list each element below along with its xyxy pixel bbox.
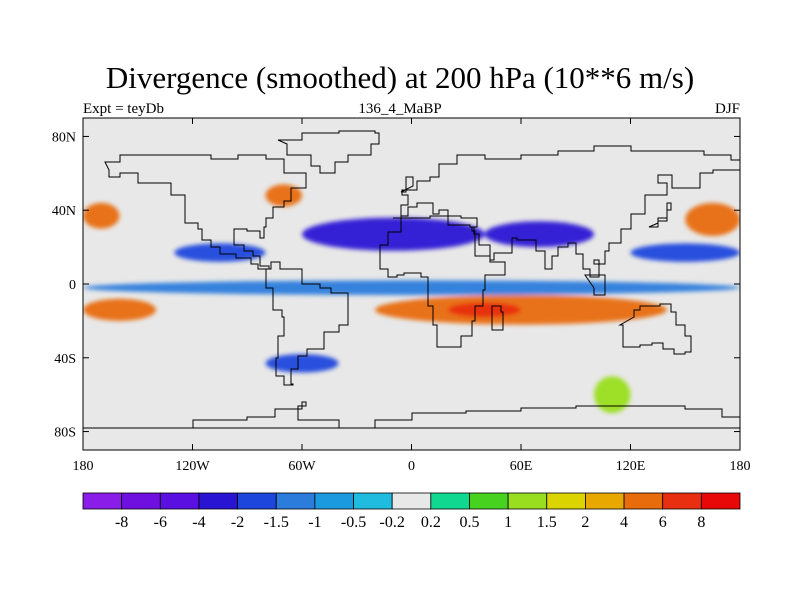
coastline-9 — [584, 274, 606, 296]
colorbar-box-13 — [585, 492, 625, 510]
field-feature-4 — [630, 243, 740, 262]
field-feature-5 — [265, 354, 339, 373]
colorbar-box-16 — [700, 492, 741, 510]
colorbar-box-3 — [198, 492, 238, 510]
colorbar: -8 -6 -4 -2 -1.5 -1 -0.5 -0.2 0.2 0.5 1 1.5 2 4 6 8 — [82, 492, 741, 531]
coastline-2 — [379, 215, 506, 348]
field-feature-3 — [484, 221, 594, 248]
field-feature-11 — [265, 184, 302, 207]
coastline-3 — [618, 303, 692, 355]
colorbar-box-4 — [237, 492, 277, 510]
colorbar-label-2: -4 — [192, 514, 205, 531]
coastline-7 — [400, 176, 414, 193]
x-tick-label-2: 60W — [288, 459, 316, 474]
colorbar-label-13: 4 — [620, 514, 628, 531]
x-tick-label-1: 120W — [175, 459, 210, 474]
colorbar-label-15: 8 — [697, 514, 705, 531]
x-tick-label-4: 60E — [510, 459, 533, 474]
colorbar-label-6: -0.5 — [341, 514, 366, 531]
continent-outlines — [83, 130, 740, 429]
coastline-8 — [648, 202, 672, 228]
field-feature-12 — [594, 376, 631, 414]
colorbar-box-15 — [662, 492, 702, 510]
colorbar-box-9 — [430, 492, 470, 510]
colorbar-box-10 — [469, 492, 509, 510]
colorbar-box-11 — [507, 492, 548, 510]
colorbar-box-6 — [314, 492, 354, 510]
field-feature-9 — [685, 202, 740, 237]
coastline-1 — [393, 145, 740, 278]
colorbar-box-0 — [82, 492, 123, 510]
field-feature-8 — [83, 298, 156, 321]
map-plot-area — [82, 117, 741, 451]
colorbar-label-7: -0.2 — [380, 514, 405, 531]
season-label: DJF — [714, 101, 740, 117]
divergence-field — [83, 184, 740, 414]
x-tick-label-6: 180 — [730, 459, 751, 474]
field-feature-7 — [448, 302, 521, 318]
colorbar-box-2 — [159, 492, 200, 510]
colorbar-label-10: 1 — [504, 514, 512, 531]
colorbar-label-14: 6 — [659, 514, 667, 531]
colorbar-box-7 — [353, 492, 393, 510]
colorbar-label-0: -8 — [115, 514, 128, 531]
map-title: Divergence (smoothed) at 200 hPa (10**6 … — [105, 60, 695, 95]
experiment-label: Expt = teyDb — [83, 101, 164, 117]
field-feature-10 — [83, 202, 120, 229]
colorbar-label-3: -2 — [231, 514, 244, 531]
x-tick-label-3: 0 — [408, 459, 415, 474]
colorbar-label-1: -6 — [154, 514, 167, 531]
coastline-0 — [104, 154, 349, 386]
colorbar-box-14 — [623, 492, 664, 510]
colorbar-label-4: -1.5 — [264, 514, 289, 531]
field-feature-2 — [302, 217, 485, 251]
y-tick-label-2: 0 — [69, 278, 76, 293]
coastline-5 — [277, 130, 380, 174]
coastline-4 — [83, 401, 740, 429]
colorbar-box-8 — [391, 492, 432, 510]
x-tick-label-0: 180 — [73, 459, 94, 474]
map-axes: 180 120W 60W 0 60E 120E 180 80N 40N 0 40S 80S — [52, 118, 751, 474]
run-label: 136_4_MaBP — [358, 101, 442, 117]
y-tick-label-0: 80N — [52, 130, 76, 145]
field-feature-0 — [83, 280, 740, 296]
colorbar-label-11: 1.5 — [537, 514, 557, 531]
y-tick-label-3: 40S — [54, 352, 76, 367]
colorbar-label-9: 0.5 — [459, 514, 479, 531]
colorbar-label-12: 2 — [581, 514, 589, 531]
y-tick-label-4: 80S — [54, 426, 76, 441]
colorbar-box-5 — [275, 492, 316, 510]
y-tick-label-1: 40N — [52, 204, 76, 219]
colorbar-label-8: 0.2 — [421, 514, 441, 531]
x-tick-label-5: 120E — [616, 459, 646, 474]
colorbar-box-12 — [546, 492, 586, 510]
coastline-6 — [491, 305, 504, 331]
colorbar-box-1 — [121, 492, 161, 510]
colorbar-label-5: -1 — [308, 514, 321, 531]
